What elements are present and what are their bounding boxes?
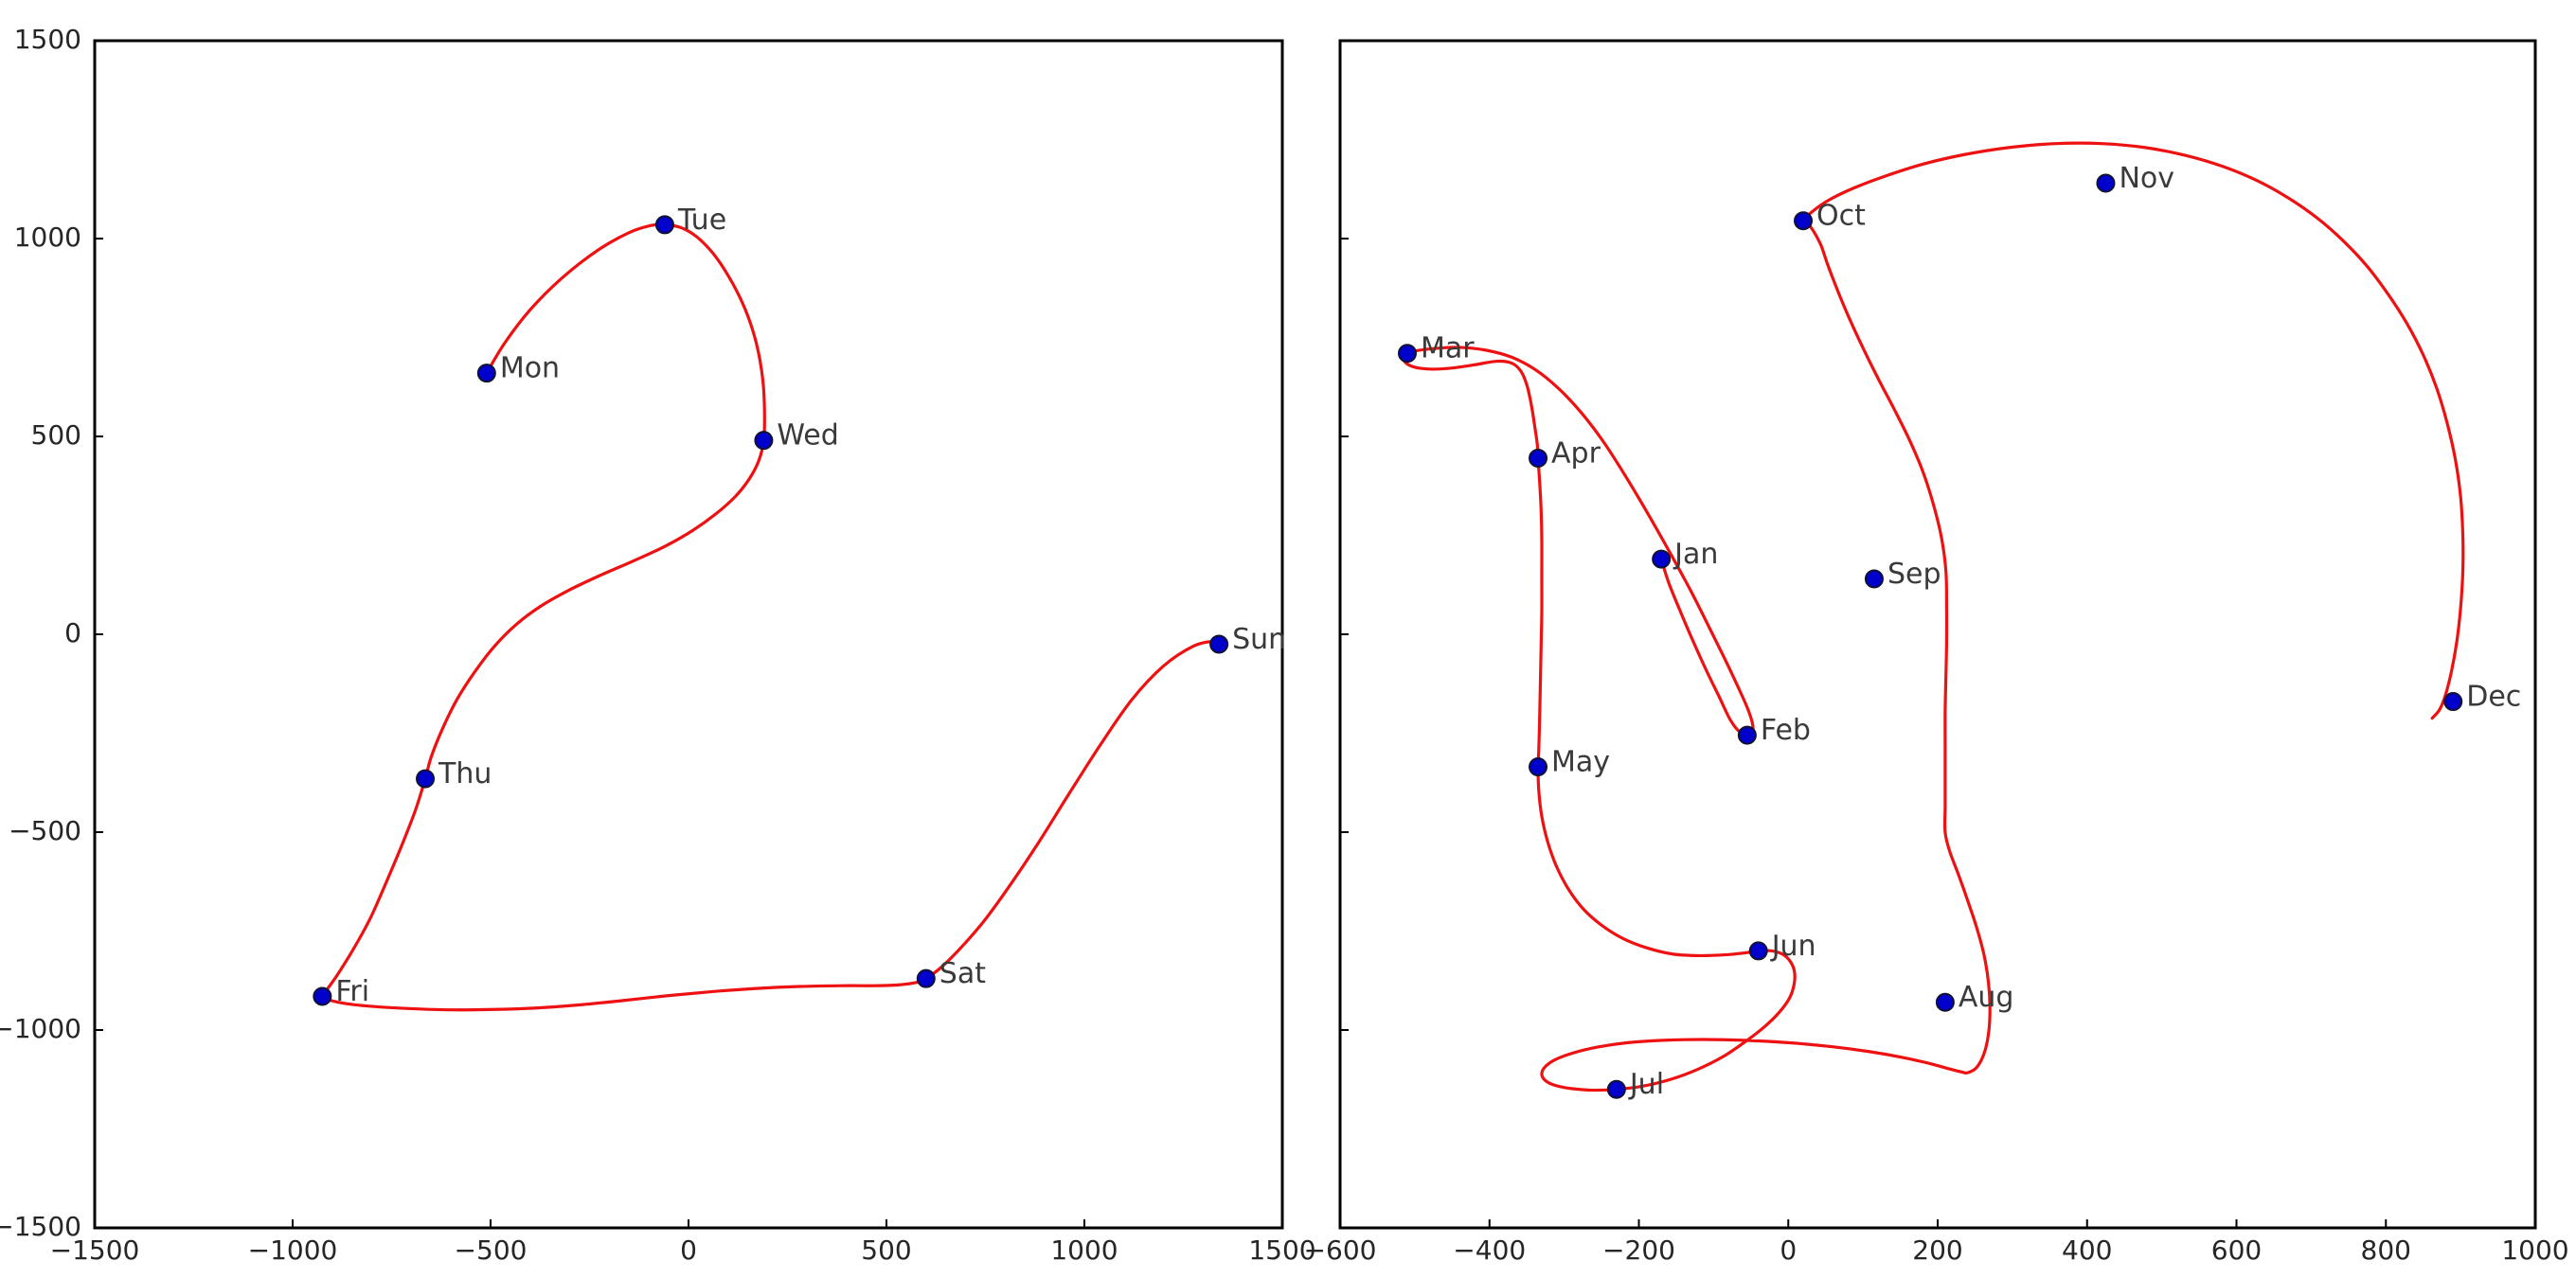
data-point-marker[interactable] [416,769,436,789]
x-tick-label: 400 [2062,1235,2112,1266]
data-point-label: Sat [939,957,986,990]
x-tick: −1500 [50,1219,140,1266]
x-tick: −200 [1602,1219,1675,1266]
y-tick-label: −500 [9,815,81,846]
x-tick-label: 1500 [1248,1235,1315,1266]
x-tick: 800 [2361,1219,2411,1266]
x-tick: −400 [1453,1219,1526,1266]
y-tick-label: 1500 [14,24,81,55]
data-point-marker[interactable] [1606,1079,1626,1099]
x-tick: 0 [680,1219,697,1266]
y-tick: −1500 [0,1211,103,1242]
x-tick: −500 [455,1219,528,1266]
data-point-marker[interactable] [1529,757,1548,777]
data-point-marker[interactable] [1737,725,1757,745]
data-point-label: Tue [677,204,726,237]
x-tick-label: 200 [1912,1235,1962,1266]
x-tick-label: −1000 [248,1235,338,1266]
data-point-marker[interactable] [1864,569,1884,589]
data-point-label: Wed [777,419,838,453]
data-point-label: Jul [1628,1068,1664,1101]
x-tick-label: 800 [2361,1235,2411,1266]
y-tick: −500 [9,815,103,846]
data-point-label: Dec [2466,681,2521,714]
x-tick: 1500 [1248,1219,1316,1266]
data-point-marker[interactable] [1529,448,1548,468]
data-point-label: May [1551,746,1610,779]
x-tick-label: 600 [2211,1235,2262,1266]
data-point-marker[interactable] [2443,692,2463,712]
data-point-marker[interactable] [654,215,674,235]
y-tick: 1500 [14,24,103,55]
y-tick-label: −1000 [0,1013,81,1044]
x-tick: −1000 [248,1219,338,1266]
data-point-label: Apr [1551,436,1601,470]
y-tick-label: −1500 [0,1211,81,1242]
data-point-marker[interactable] [476,364,496,383]
x-tick-label: 0 [680,1235,697,1266]
data-point-marker[interactable] [1652,549,1672,569]
x-tick-label: −400 [1453,1235,1526,1266]
data-point-label: Oct [1816,200,1866,233]
x-tick-label: 1000 [2501,1235,2568,1266]
line-chart-days: −1500 −1000 −500 0 500 1000 1500 −1500 −1000 −500… [0,24,1316,1266]
x-tick: 400 [2062,1219,2112,1266]
data-point-marker[interactable] [754,431,774,451]
data-point-marker[interactable] [1397,344,1417,364]
chart-panel-right: −600 −400 −200 0 200 400 600 800 1000 Jan Feb Mar Ap… [1288,0,2576,1279]
x-tick: 1000 [1050,1219,1118,1266]
y-tick-label: 500 [31,419,81,451]
x-tick-label: −1500 [50,1235,140,1266]
chart-panel-left: −1500 −1000 −500 0 500 1000 1500 −1500 −1000 −500… [0,24,1316,1266]
x-tick: 0 [1780,1219,1797,1266]
x-tick-label: −500 [455,1235,528,1266]
x-tick: −600 [1304,1219,1377,1266]
data-point-marker[interactable] [916,968,936,988]
data-point-marker[interactable] [1748,941,1768,961]
data-point-label: Jan [1673,538,1718,571]
data-point-label: Mon [500,352,560,385]
y-tick-label: 0 [64,617,81,648]
data-point-label: Sep [1887,558,1941,591]
data-point-marker[interactable] [1794,211,1814,231]
x-tick: 600 [2211,1219,2262,1266]
x-tick-label: −600 [1304,1235,1377,1266]
data-point-label: Aug [1959,981,2014,1014]
line-chart-months: −600 −400 −200 0 200 400 600 800 1000 Jan Feb Mar Ap… [1304,39,2569,1266]
x-tick: 500 [861,1219,912,1266]
data-point-marker[interactable] [1935,992,1955,1012]
data-point-label: Nov [2119,162,2174,195]
trajectory-line [1402,141,2465,1092]
data-point-label: Mar [1421,332,1475,365]
y-tick-label: 1000 [14,222,81,253]
data-point-marker[interactable] [2096,173,2116,193]
data-point-label: Jun [1770,930,1816,963]
data-point-label: Fri [335,975,369,1008]
data-point-label: Thu [438,757,492,790]
y-tick: 1000 [14,222,103,253]
y-tick: 500 [31,419,103,451]
data-point-label: Feb [1761,714,1811,747]
x-tick-label: 500 [861,1235,911,1266]
data-point-label: Sun [1232,623,1286,656]
x-tick-label: 1000 [1050,1235,1118,1266]
x-tick: 200 [1912,1219,1963,1266]
x-tick-label: −200 [1602,1235,1675,1266]
x-tick-label: 0 [1780,1235,1797,1266]
axes-frame [1338,39,2537,1230]
trajectory-line [320,222,1221,1012]
data-point-marker[interactable] [1209,634,1229,654]
data-point-marker[interactable] [313,986,332,1006]
y-tick: 0 [64,617,103,648]
y-tick: −1000 [0,1013,103,1044]
x-tick: 1000 [2501,1219,2569,1266]
